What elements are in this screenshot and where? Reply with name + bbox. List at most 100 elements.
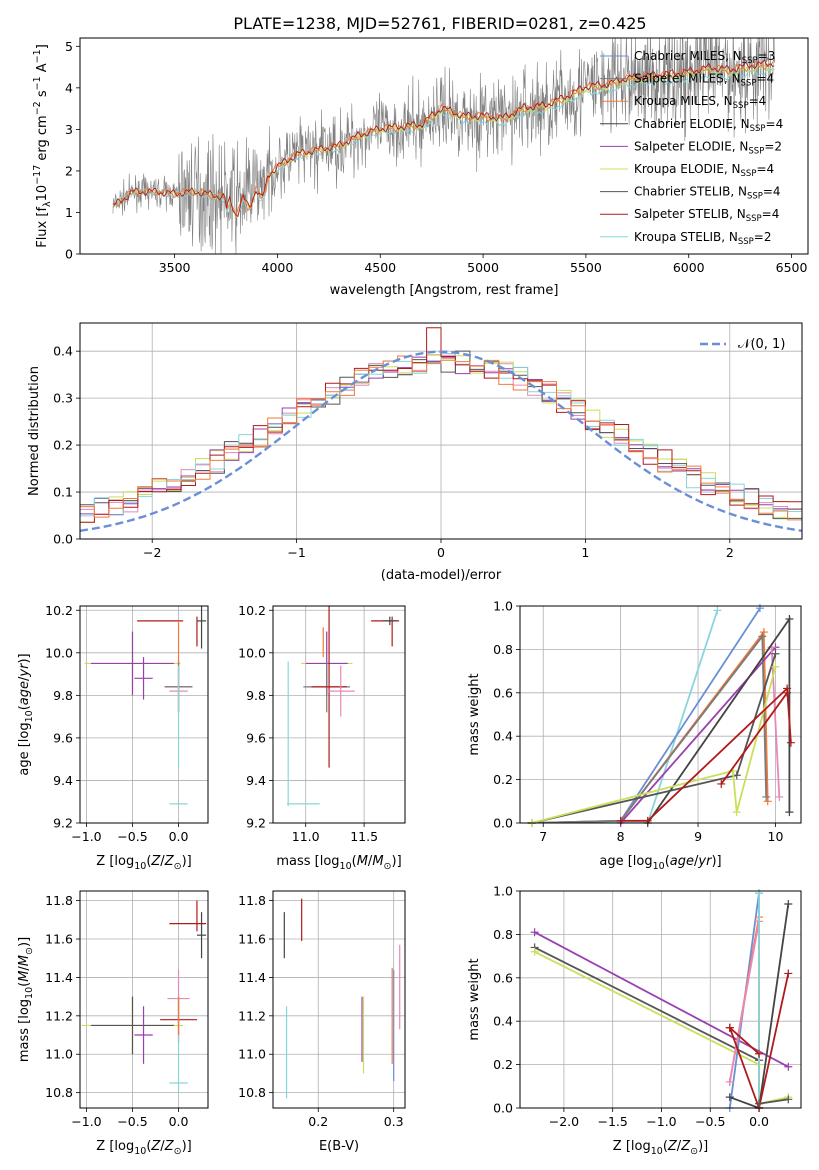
y-tick-label: 11.4 xyxy=(238,970,266,985)
legend-entry: Kroupa STELIB, NSSP=2 xyxy=(634,230,772,247)
x-tick-label: 0.0 xyxy=(749,1114,769,1129)
mass-vs-Z-panel: −1.0 −0.5 0.0 10.8 11.0 11.2 11.4 11.6 11.8 Z [lo… xyxy=(17,890,209,1157)
y-tick-label: 0.2 xyxy=(493,1057,513,1072)
weight-marker xyxy=(755,1099,764,1108)
error-bar xyxy=(91,996,174,1055)
y-tick-label: 4 xyxy=(65,80,73,95)
x-tick-label: 0.0 xyxy=(169,1114,189,1129)
axes-frame xyxy=(272,890,406,1109)
y-axis-label: mass weight xyxy=(467,958,482,1040)
legend-entry: Salpeter MILES, NSSP=4 xyxy=(634,72,774,89)
error-bar xyxy=(134,657,153,700)
x-tick-label: −1.0 xyxy=(71,1114,101,1129)
weight-marker xyxy=(784,969,793,978)
weight-marker xyxy=(784,900,793,909)
weight-line xyxy=(534,950,760,1066)
y-tick-label: 10.0 xyxy=(45,645,73,660)
weight-marker xyxy=(785,615,794,624)
y-tick-label: 0.2 xyxy=(53,438,73,453)
error-bar xyxy=(326,665,355,717)
age-vs-mass-panel: 11.0 11.5 9.2 9.4 9.6 9.8 10.0 10.2 mass [log10(… xyxy=(238,603,406,872)
weight-line xyxy=(531,666,777,823)
x-tick-label: 8 xyxy=(617,829,625,844)
weight-marker xyxy=(725,1093,734,1102)
x-tick-label: 5000 xyxy=(467,260,499,275)
y-tick-label: 11.0 xyxy=(45,1047,73,1062)
x-tick-label: 5500 xyxy=(570,260,602,275)
x-tick-label: 3500 xyxy=(159,260,191,275)
axes-frame xyxy=(79,605,209,824)
axes-frame xyxy=(79,37,809,255)
legend-entry: 𝒩(0, 1) xyxy=(738,337,785,352)
weight-marker xyxy=(725,1023,734,1032)
weight-marker xyxy=(783,688,792,697)
x-axis-label: wavelength [Angstrom, rest frame] xyxy=(330,283,559,298)
y-axis-label: mass weight xyxy=(467,673,482,755)
x-tick-label: 4500 xyxy=(364,260,396,275)
x-tick-label: 0.3 xyxy=(384,1114,404,1129)
y-tick-label: 11.6 xyxy=(45,932,73,947)
legend-entry: Chabrier STELIB, NSSP=4 xyxy=(634,185,781,202)
weight-line xyxy=(534,946,760,1062)
error-bar xyxy=(134,1006,153,1064)
weight-marker xyxy=(784,1095,793,1104)
x-tick-label: −0.5 xyxy=(117,1114,147,1129)
y-tick-label: 0.1 xyxy=(53,485,73,500)
x-tick-label: 9 xyxy=(694,829,702,844)
y-tick-label: 9.4 xyxy=(246,773,266,788)
y-tick-label: 10.2 xyxy=(45,603,73,618)
mass-vs-ebv-panel: 0.2 0.3 10.8 11.0 11.2 11.4 11.6 11.8 E(B-V) xyxy=(238,890,406,1154)
x-tick-label: 10 xyxy=(768,829,784,844)
y-axis-label: age [log10(age/yr)] xyxy=(17,653,35,775)
x-tick-label: 11.5 xyxy=(350,829,378,844)
axes-frame xyxy=(79,890,209,1109)
x-axis-label: age [log10(age/yr)] xyxy=(599,854,721,872)
y-tick-label: 9.4 xyxy=(53,773,73,788)
residual-histogram xyxy=(80,353,802,517)
y-tick-label: 11.0 xyxy=(238,1047,266,1062)
x-tick-label: 7 xyxy=(539,829,547,844)
x-axis-label: (data-model)/error xyxy=(381,568,502,583)
y-tick-label: 10.2 xyxy=(238,603,266,618)
weight-vs-Z-panel: −2.0 −1.5 −1.0 −0.5 0.0 0.0 0.2 0.4 0.6 0.8 1.0 Z [… xyxy=(467,884,802,1157)
x-axis-label: Z [log10(Z/Z⊙)] xyxy=(613,1139,708,1157)
weight-line xyxy=(720,692,788,785)
weight-marker xyxy=(771,649,780,658)
weight-marker xyxy=(785,808,794,817)
y-tick-label: 2 xyxy=(65,163,73,178)
weight-marker xyxy=(784,1062,793,1071)
x-axis-label: mass [log10(M/M⊙)] xyxy=(276,854,401,872)
y-tick-label: 10.0 xyxy=(238,645,266,660)
x-tick-label: −1 xyxy=(287,545,305,560)
weight-marker xyxy=(762,792,771,801)
error-bar xyxy=(382,616,397,626)
legend-entry: Kroupa MILES, NSSP=4 xyxy=(634,94,766,111)
y-tick-label: 9.8 xyxy=(246,688,266,703)
x-tick-label: 0.2 xyxy=(308,1114,328,1129)
error-bar xyxy=(196,606,207,649)
legend-entry: Kroupa ELODIE, NSSP=4 xyxy=(634,162,774,179)
x-tick-label: 6000 xyxy=(673,260,705,275)
y-tick-label: 9.2 xyxy=(53,816,73,831)
weight-line xyxy=(729,903,790,1108)
y-tick-label: 0.6 xyxy=(493,685,513,700)
weight-marker xyxy=(725,1077,734,1086)
y-tick-label: 9.2 xyxy=(246,816,266,831)
residuals-panel: −2 −1 0 1 2 0.0 0.1 0.2 0.3 0.4 (data-model)/error… xyxy=(27,322,803,583)
y-tick-label: 0.8 xyxy=(493,927,513,942)
axes-frame xyxy=(272,605,406,824)
weight-marker xyxy=(775,792,784,801)
weight-line xyxy=(728,921,760,1083)
x-tick-label: −1.0 xyxy=(71,829,101,844)
residual-histogram xyxy=(80,355,802,521)
weight-line xyxy=(728,973,790,1108)
y-axis-label: mass [log10(M/M⊙)] xyxy=(17,937,35,1062)
x-tick-label: −2 xyxy=(143,545,161,560)
y-tick-label: 0 xyxy=(65,247,73,262)
y-tick-label: 11.8 xyxy=(238,893,266,908)
error-bar xyxy=(196,912,207,959)
weight-marker xyxy=(717,779,726,788)
weight-marker xyxy=(732,808,741,817)
spectrum-panel: 3500 4000 4500 5000 5500 6000 6500 0 1 2 3 4 5 wavele… xyxy=(32,37,809,298)
x-axis-label: Z [log10(Z/Z⊙)] xyxy=(96,854,191,872)
